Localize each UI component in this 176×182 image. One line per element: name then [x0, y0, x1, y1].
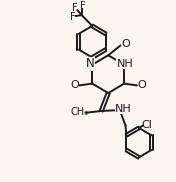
Text: Cl: Cl [141, 120, 152, 130]
Text: F: F [72, 3, 78, 13]
Text: NH: NH [117, 59, 134, 69]
Text: CH₃: CH₃ [71, 107, 89, 117]
Text: F: F [80, 1, 85, 11]
Text: N: N [86, 57, 95, 70]
Text: O: O [70, 80, 79, 90]
Text: F: F [70, 12, 75, 22]
Text: NH: NH [115, 104, 132, 114]
Text: O: O [121, 39, 130, 49]
Text: O: O [138, 80, 147, 90]
